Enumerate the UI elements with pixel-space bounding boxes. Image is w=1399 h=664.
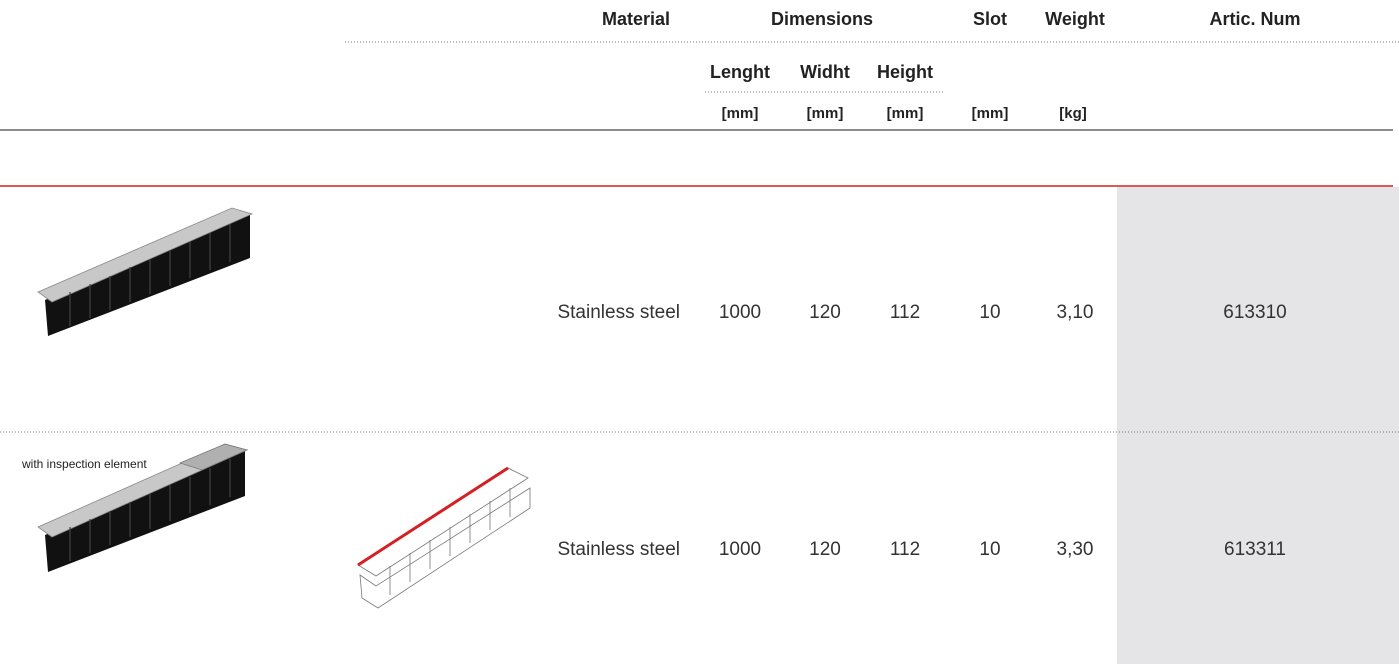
article-column-bg bbox=[1117, 187, 1399, 664]
channel-image bbox=[37, 207, 254, 336]
sub-header: Height bbox=[877, 62, 933, 82]
column-header: Artic. Num bbox=[1209, 9, 1300, 29]
technical-drawing bbox=[357, 466, 531, 609]
cell-slot: 10 bbox=[979, 539, 1000, 560]
cell-material: Stainless steel bbox=[557, 539, 680, 560]
cell-weight: 3,30 bbox=[1057, 539, 1094, 560]
unit: [mm] bbox=[722, 105, 759, 122]
cell-length: 1000 bbox=[719, 539, 761, 560]
cell-material: Stainless steel bbox=[557, 302, 680, 323]
cell-weight: 3,10 bbox=[1057, 302, 1094, 323]
column-header: Weight bbox=[1045, 9, 1105, 29]
row-note: with inspection element bbox=[21, 457, 147, 471]
cell-article: 613311 bbox=[1224, 539, 1286, 560]
cell-article: 613310 bbox=[1223, 302, 1286, 323]
cell-width: 120 bbox=[809, 302, 841, 323]
sub-header: Widht bbox=[800, 62, 850, 82]
unit: [mm] bbox=[807, 105, 844, 122]
cell-height: 112 bbox=[890, 302, 920, 323]
column-header: Material bbox=[602, 9, 670, 29]
column-header: Slot bbox=[973, 9, 1007, 29]
column-header: Dimensions bbox=[771, 9, 873, 29]
cell-height: 112 bbox=[890, 539, 920, 560]
cell-slot: 10 bbox=[979, 302, 1000, 323]
cell-length: 1000 bbox=[719, 302, 761, 323]
channel-image bbox=[37, 443, 249, 572]
unit: [kg] bbox=[1059, 105, 1087, 122]
unit: [mm] bbox=[972, 105, 1009, 122]
cell-width: 120 bbox=[809, 539, 841, 560]
sub-header: Lenght bbox=[710, 62, 770, 82]
unit: [mm] bbox=[887, 105, 924, 122]
